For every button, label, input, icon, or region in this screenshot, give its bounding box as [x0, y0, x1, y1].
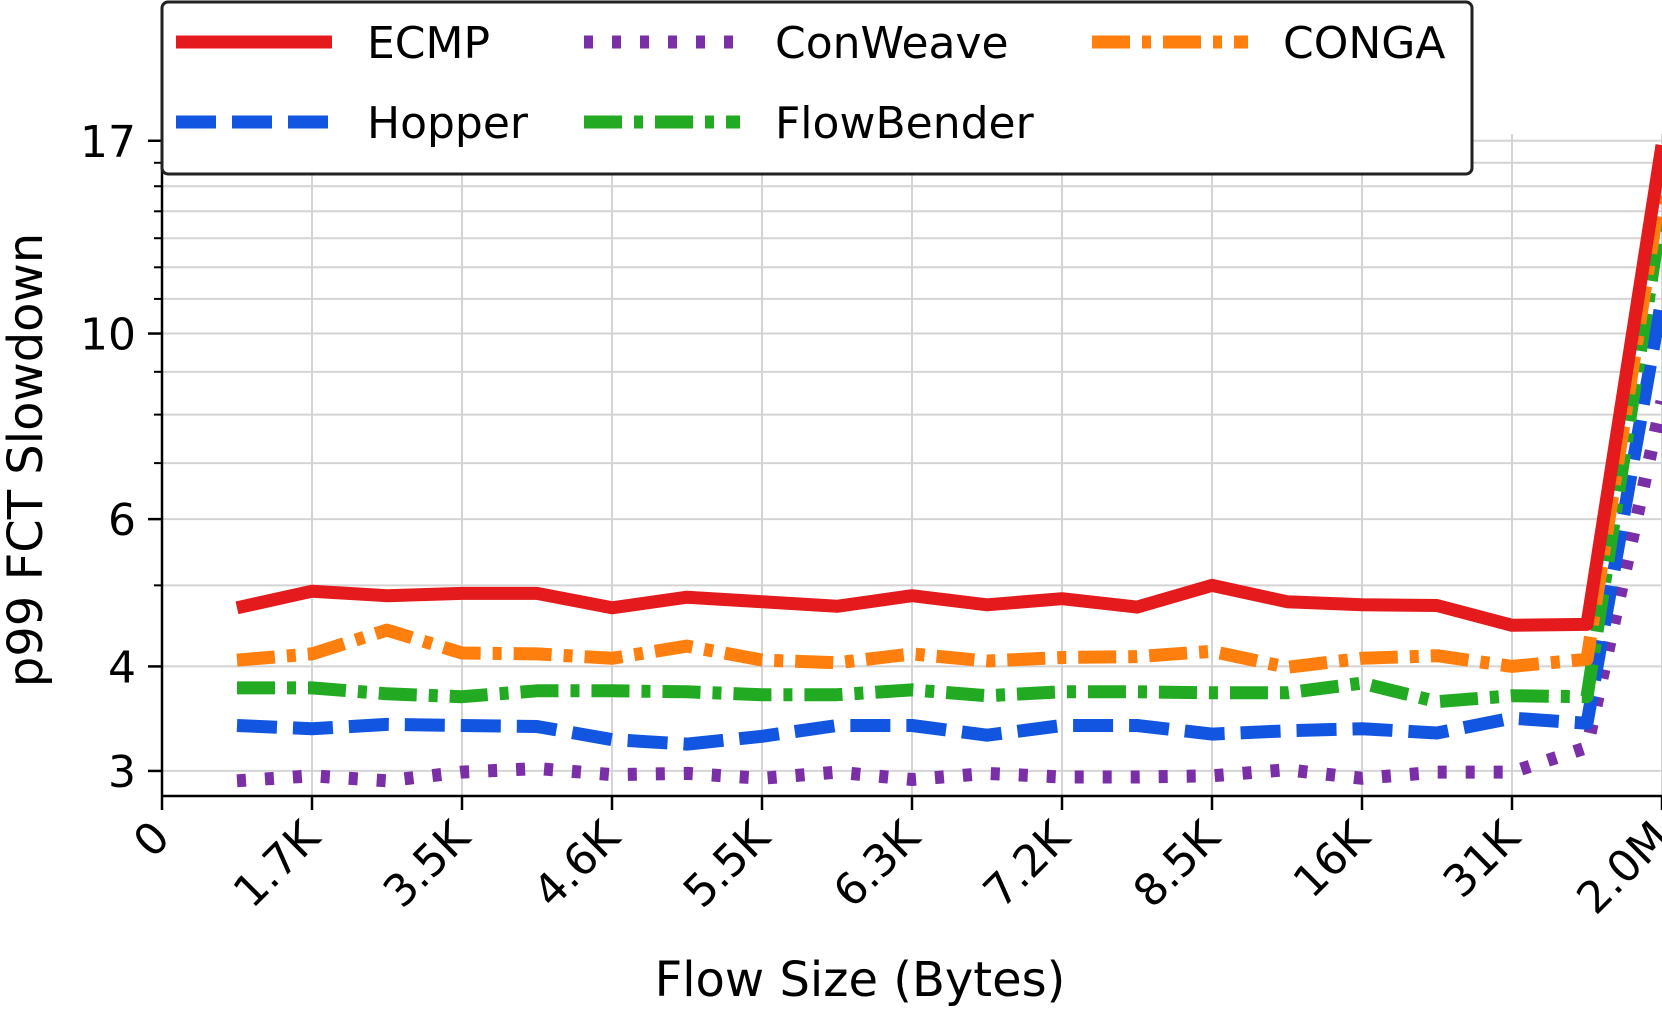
x-tick-label: 8.5K [1124, 811, 1231, 918]
y-axis-label: p99 FCT Slowdown [0, 233, 54, 687]
axes [148, 134, 1662, 810]
legend-label-hopper: Hopper [367, 98, 529, 149]
x-axis-label: Flow Size (Bytes) [655, 952, 1066, 1008]
x-tick-label: 6.3K [824, 811, 931, 918]
x-tick-label: 1.7K [224, 811, 331, 918]
x-tick-label: 0 [124, 812, 180, 868]
x-tick-label: 16K [1284, 811, 1381, 908]
series-line-flowbender [237, 210, 1662, 709]
series-lines [235, 144, 1662, 788]
series-line-ecmp [235, 144, 1662, 632]
x-tick-label: 2.0M [1567, 812, 1662, 924]
y-tick-label: 3 [108, 747, 136, 798]
legend-label-ecmp: ECMP [367, 18, 490, 69]
series-line-conga [236, 180, 1662, 674]
x-tick-label: 7.2K [974, 811, 1081, 918]
x-tick-label: 31K [1434, 811, 1531, 908]
legend-label-conweave: ConWeave [775, 18, 1009, 69]
x-tick-label: 5.5K [674, 811, 781, 918]
legend-label-conga: CONGA [1283, 18, 1445, 69]
y-tick-label: 17 [80, 117, 136, 168]
x-tick-label: 3.5K [374, 811, 481, 918]
legend: ECMP ConWeave CONGA Hopper FlowBender [160, 0, 1474, 176]
y-tick-label: 4 [108, 642, 136, 693]
y-tick-label: 6 [108, 495, 136, 546]
series-line-hopper [236, 297, 1662, 751]
x-tick-label: 4.6K [524, 811, 631, 918]
legend-label-flowbender: FlowBender [775, 98, 1035, 149]
y-tick-label: 10 [80, 310, 136, 361]
